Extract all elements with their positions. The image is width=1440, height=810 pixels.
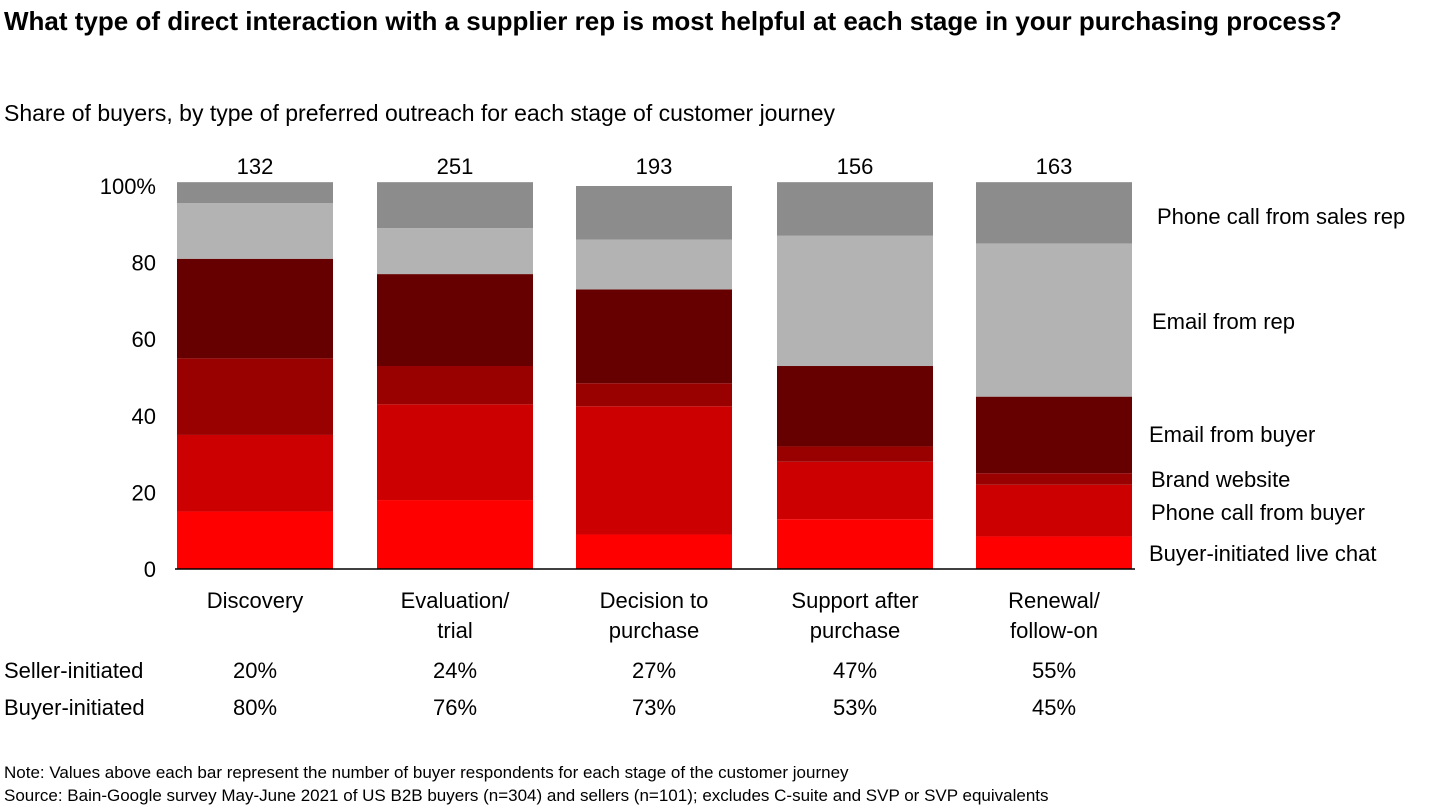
bar-segment (576, 239, 732, 290)
respondent-count: 156 (837, 154, 874, 179)
summary-value: 27% (632, 658, 676, 683)
bar-segment (177, 511, 333, 569)
respondent-count: 193 (636, 154, 673, 179)
bar-segment (777, 461, 933, 520)
bar-segment (377, 182, 533, 229)
footnote: Note: Values above each bar represent th… (4, 763, 849, 782)
bar-layer (177, 182, 1132, 569)
respondent-count: 132 (237, 154, 274, 179)
bar-segment (976, 484, 1132, 537)
summary-table: Seller-initiated 20% 24% 27% 47% 55% Buyer-ini… (4, 658, 1076, 720)
respondent-counts: 132 251 193 156 163 (237, 154, 1073, 179)
bar-segment (377, 274, 533, 367)
bar-segment (576, 406, 732, 535)
y-tick-label: 100% (100, 174, 156, 199)
y-tick-label: 20 (132, 480, 156, 505)
bar-segment (976, 243, 1132, 397)
bar-segment (777, 519, 933, 569)
x-tick-label: purchase (810, 618, 901, 643)
y-tick-label: 0 (144, 557, 156, 582)
bar-segment (177, 258, 333, 359)
bar-segment (177, 358, 333, 435)
legend-label: Buyer-initiated live chat (1149, 541, 1376, 566)
x-tick-label: Renewal/ (1008, 588, 1101, 613)
bar-segment (377, 366, 533, 405)
summary-value: 80% (233, 695, 277, 720)
respondent-count: 251 (437, 154, 474, 179)
summary-value: 24% (433, 658, 477, 683)
bar-segment (976, 473, 1132, 485)
legend-label: Email from buyer (1149, 422, 1315, 447)
bar-segment (976, 396, 1132, 474)
y-tick-label: 80 (132, 251, 156, 276)
x-tick-label: Discovery (207, 588, 304, 613)
legend: Buyer-initiated live chat Phone call from… (1149, 204, 1405, 566)
source-note: Source: Bain-Google survey May-June 2021… (4, 786, 1049, 805)
legend-label: Phone call from sales rep (1157, 204, 1405, 229)
summary-row-label: Buyer-initiated (4, 695, 145, 720)
bar-segment (377, 500, 533, 569)
x-tick-label: Support after (791, 588, 918, 613)
x-tick-label: Decision to (600, 588, 709, 613)
y-tick-label: 60 (132, 327, 156, 352)
summary-row-label: Seller-initiated (4, 658, 143, 683)
summary-value: 55% (1032, 658, 1076, 683)
x-tick-label: purchase (609, 618, 700, 643)
bar-segment (177, 182, 333, 204)
x-tick-label: trial (437, 618, 472, 643)
summary-value: 45% (1032, 695, 1076, 720)
summary-value: 76% (433, 695, 477, 720)
chart-subtitle: Share of buyers, by type of preferred ou… (4, 100, 836, 126)
summary-value: 20% (233, 658, 277, 683)
bar-segment (576, 383, 732, 407)
bar-segment (576, 534, 732, 569)
y-tick-label: 40 (132, 404, 156, 429)
bar-segment (777, 446, 933, 462)
x-axis-labels: Discovery Evaluation/trial Decision to purc… (207, 588, 1101, 643)
bar-segment (177, 203, 333, 259)
bar-segment (777, 366, 933, 447)
bar-segment (576, 289, 732, 384)
y-axis-ticks: 0 20 40 60 80 100% (100, 174, 156, 582)
bar-segment (777, 182, 933, 236)
legend-label: Brand website (1151, 467, 1290, 492)
x-tick-label: Evaluation/ (401, 588, 511, 613)
bar-segment (976, 182, 1132, 244)
summary-value: 53% (833, 695, 877, 720)
respondent-count: 163 (1036, 154, 1073, 179)
bar-segment (377, 404, 533, 501)
summary-value: 47% (833, 658, 877, 683)
bar-segment (177, 434, 333, 512)
bar-segment (377, 228, 533, 275)
bar-segment (576, 186, 732, 240)
legend-label: Phone call from buyer (1151, 500, 1365, 525)
chart-title: What type of direct interaction with a s… (4, 6, 1342, 36)
bar-segment (976, 536, 1132, 569)
legend-label: Email from rep (1152, 309, 1295, 334)
bar-segment (777, 235, 933, 367)
summary-value: 73% (632, 695, 676, 720)
x-tick-label: follow-on (1010, 618, 1098, 643)
